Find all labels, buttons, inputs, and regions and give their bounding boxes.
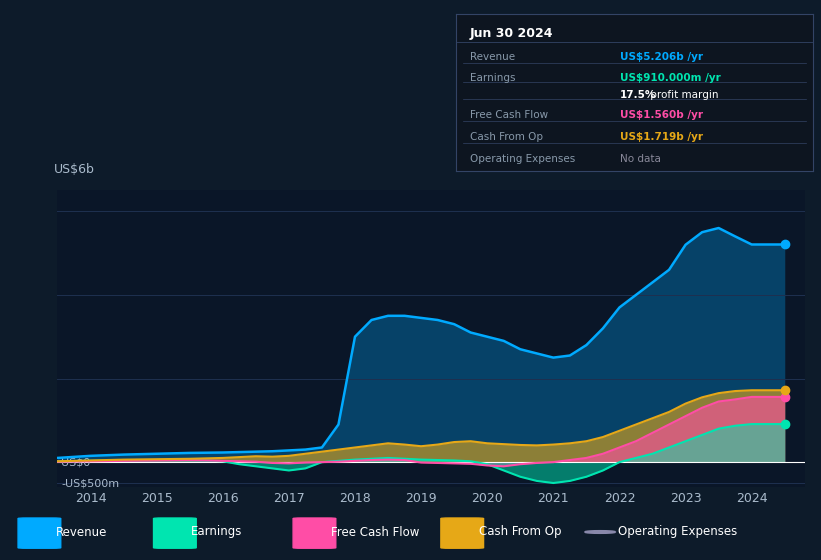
Text: US$0: US$0 [62, 457, 90, 467]
FancyBboxPatch shape [441, 518, 484, 548]
Text: US$910.000m /yr: US$910.000m /yr [620, 73, 721, 83]
Text: -US$500m: -US$500m [62, 478, 119, 488]
Text: Jun 30 2024: Jun 30 2024 [470, 26, 553, 40]
Text: Cash From Op: Cash From Op [470, 132, 543, 142]
FancyBboxPatch shape [154, 518, 196, 548]
FancyBboxPatch shape [18, 518, 61, 548]
Text: Earnings: Earnings [191, 525, 243, 539]
Text: profit margin: profit margin [647, 90, 718, 100]
Text: US$1.719b /yr: US$1.719b /yr [620, 132, 703, 142]
Text: US$6b: US$6b [53, 162, 94, 175]
Text: Free Cash Flow: Free Cash Flow [331, 525, 420, 539]
Text: US$5.206b /yr: US$5.206b /yr [620, 52, 703, 62]
Text: Revenue: Revenue [56, 525, 108, 539]
Text: Cash From Op: Cash From Op [479, 525, 561, 539]
Text: US$1.560b /yr: US$1.560b /yr [620, 110, 703, 120]
Text: Earnings: Earnings [470, 73, 516, 83]
Text: Free Cash Flow: Free Cash Flow [470, 110, 548, 120]
Text: Operating Expenses: Operating Expenses [470, 155, 576, 164]
Text: No data: No data [620, 155, 661, 164]
Text: Operating Expenses: Operating Expenses [618, 525, 737, 539]
FancyBboxPatch shape [293, 518, 336, 548]
Text: 17.5%: 17.5% [620, 90, 656, 100]
Text: Revenue: Revenue [470, 52, 515, 62]
